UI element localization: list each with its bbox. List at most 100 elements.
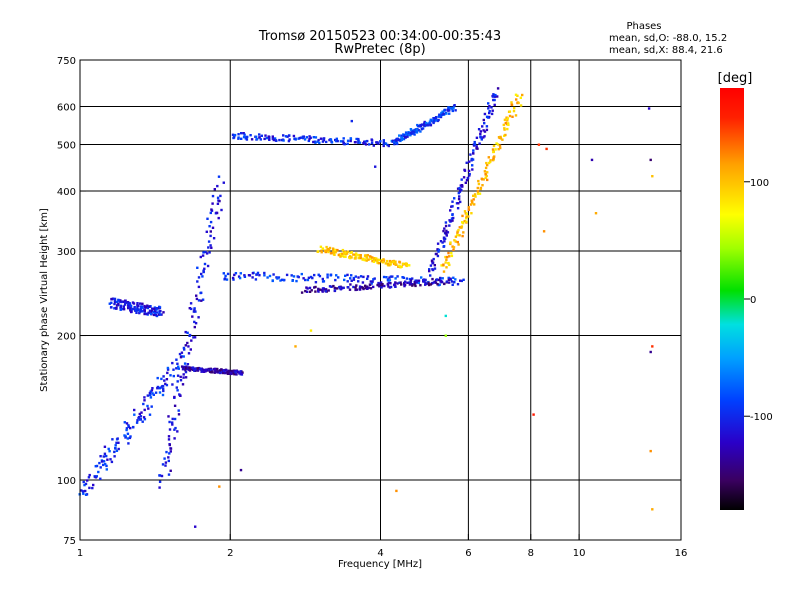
trace-point [447, 109, 450, 112]
trace-point [350, 256, 353, 259]
trace-point [376, 141, 379, 145]
trace-point [237, 133, 240, 136]
trace-point [467, 215, 470, 218]
trace-point [308, 137, 311, 141]
trace-point [454, 278, 457, 281]
trace-point [136, 309, 139, 312]
trace-point [113, 302, 116, 306]
trace-point [497, 136, 501, 139]
trace-point [368, 283, 372, 286]
trace-point [204, 250, 207, 254]
trace-point [346, 139, 350, 142]
trace-point [158, 480, 162, 483]
trace-point [143, 309, 146, 312]
trace-point [396, 275, 399, 278]
trace-point [176, 380, 179, 383]
trace-point [364, 143, 368, 146]
trace-point [197, 276, 201, 279]
trace-point [404, 280, 407, 283]
trace-point [242, 132, 245, 135]
trace-point [456, 230, 459, 233]
trace-point [140, 411, 143, 414]
y-tick-label: 75 [63, 536, 76, 547]
trace-point [442, 229, 445, 233]
trace-point [385, 276, 388, 279]
trace-point [451, 205, 454, 208]
trace-point [363, 258, 366, 262]
trace-point [382, 144, 385, 148]
trace-point [201, 298, 205, 301]
trace-point [422, 124, 426, 127]
trace-point [265, 136, 268, 140]
trace-point [168, 428, 172, 431]
trace-point [428, 120, 432, 123]
trace-point [477, 128, 481, 131]
trace-point [352, 253, 355, 256]
trace-point [301, 136, 304, 139]
trace-point [278, 138, 281, 142]
trace-point [439, 276, 442, 280]
trace-point [386, 264, 390, 267]
trace-point [202, 270, 205, 273]
trace-point [202, 251, 205, 254]
trace-point [171, 383, 174, 386]
trace-point [320, 289, 324, 292]
trace-point [394, 277, 397, 280]
trace-point [111, 297, 115, 300]
trace-point [86, 479, 89, 482]
trace-point [445, 258, 448, 261]
trace-point [212, 237, 216, 240]
trace-point [451, 283, 454, 286]
trace-point [210, 246, 213, 249]
trace-point [137, 304, 140, 307]
trace-point [480, 138, 483, 141]
trace-point [387, 285, 390, 288]
trace-point [414, 284, 417, 288]
trace-point [324, 290, 328, 293]
trace-point [465, 220, 468, 223]
trace-point [122, 308, 126, 311]
trace-point [273, 137, 277, 140]
trace-point [184, 376, 188, 379]
trace-point [455, 202, 459, 205]
trace-point [149, 312, 153, 316]
trace-point [457, 228, 460, 232]
trace-point [488, 110, 491, 113]
trace-point [468, 172, 471, 176]
trace-point [517, 101, 520, 105]
trace-point [105, 468, 108, 471]
trace-point [143, 408, 146, 412]
trace-point [349, 137, 353, 140]
trace-point [209, 234, 212, 238]
trace-point [449, 242, 452, 246]
trace-point [304, 289, 307, 293]
trace-point [135, 421, 139, 424]
trace-point [411, 284, 414, 287]
trace-point [450, 251, 453, 255]
data-points [78, 87, 654, 528]
trace-point [398, 264, 401, 267]
trace-point [437, 278, 440, 282]
trace-point [223, 277, 227, 280]
trace-point [293, 137, 296, 141]
trace-point [308, 135, 311, 138]
trace-point [326, 276, 329, 279]
trace-point [92, 483, 95, 487]
trace-point [149, 311, 152, 314]
trace-point [485, 174, 488, 178]
trace-point [413, 128, 416, 132]
trace-point [155, 308, 158, 311]
trace-point [143, 304, 146, 308]
trace-point [139, 302, 142, 305]
y-axis-label: Stationary phase Virtual Height [km] [39, 208, 50, 392]
trace-point [445, 229, 448, 233]
trace-point [179, 394, 182, 397]
trace-point [222, 369, 226, 373]
trace-point [329, 273, 333, 277]
trace-point [239, 370, 243, 373]
trace-point [383, 284, 386, 288]
trace-point [419, 123, 423, 127]
trace-point [180, 351, 184, 354]
trace-point [341, 252, 344, 255]
y-tick-label: 300 [57, 247, 76, 258]
